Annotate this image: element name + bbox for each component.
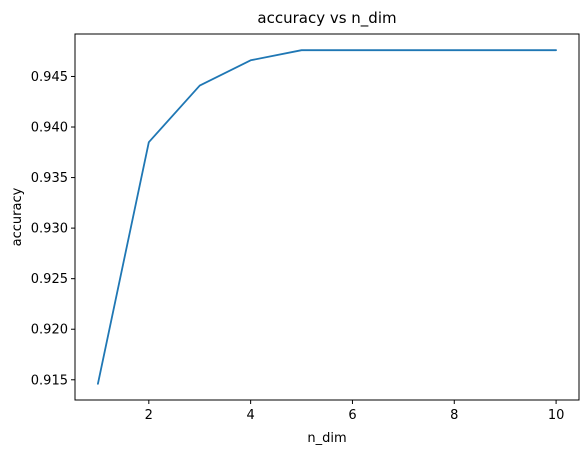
y-tick-label: 0.945 [31,70,68,85]
y-tick-label: 0.925 [31,272,68,287]
y-tick-label: 0.920 [31,323,68,338]
plot-area [75,34,579,400]
plot-frame [74,33,580,401]
plot-background [75,34,579,400]
series-layer [97,49,557,385]
y-tick-label: 0.935 [31,171,68,186]
x-tick-label: 6 [348,408,356,423]
y-tick-label: 0.930 [31,222,68,237]
chart-title: accuracy vs n_dim [257,9,396,28]
x-axis-ticks: 2 4 6 8 10 [145,400,565,423]
series-line [97,49,557,385]
y-tick-label: 0.915 [31,373,68,388]
y-axis-ticks: 0.915 0.920 0.925 0.930 0.935 0.940 0.945 [31,70,75,388]
x-tick-label: 4 [246,408,254,423]
y-tick-label: 0.940 [31,121,68,136]
x-tick-label: 8 [450,408,458,423]
x-tick-label: 10 [548,408,565,423]
x-tick-label: 2 [145,408,153,423]
x-axis-label: n_dim [307,431,346,446]
y-axis-label: accuracy [10,187,25,246]
